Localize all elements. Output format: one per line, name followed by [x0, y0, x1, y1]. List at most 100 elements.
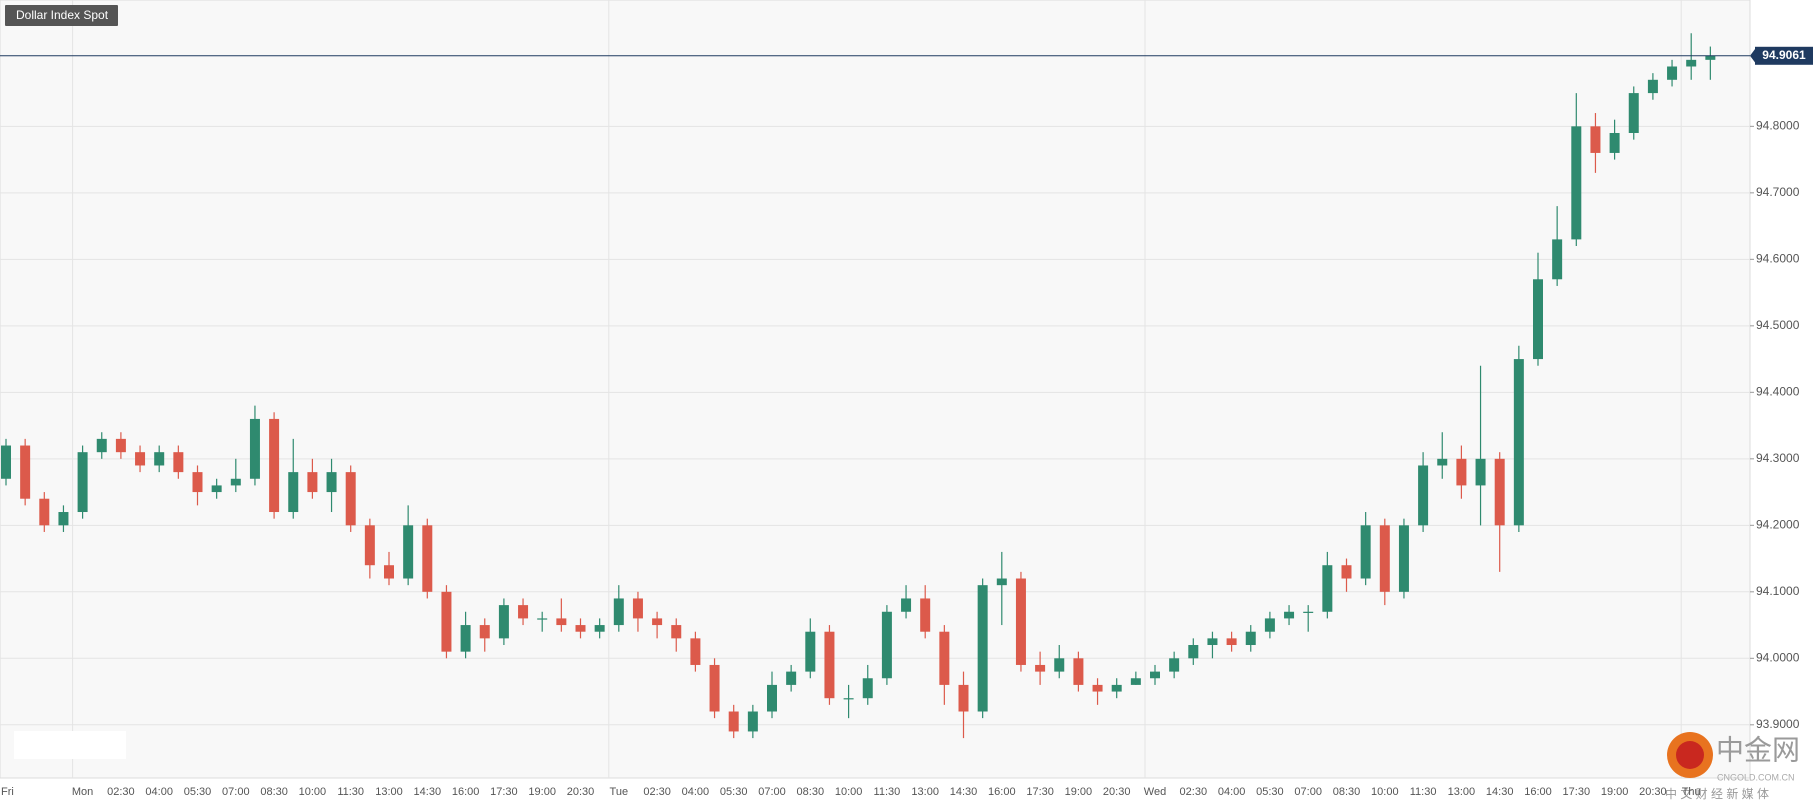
- watermark-name: 中金网: [1716, 734, 1800, 765]
- y-tick-label: 94.1000: [1756, 584, 1800, 598]
- candle-body: [39, 498, 50, 526]
- candle-body: [728, 711, 739, 732]
- x-tick-label: 07:00: [222, 786, 250, 798]
- x-tick-label: 17:30: [1563, 786, 1591, 798]
- x-tick-label: 20:30: [1639, 786, 1667, 798]
- candle-body: [192, 472, 203, 493]
- y-tick-label: 94.2000: [1756, 517, 1800, 531]
- candle-body: [269, 418, 280, 513]
- candle-body: [518, 605, 529, 619]
- y-tick-label: 94.8000: [1756, 119, 1800, 133]
- x-tick-label: 13:00: [1448, 786, 1476, 798]
- grid: [0, 0, 1750, 778]
- x-tick-label: Tue: [610, 786, 629, 798]
- candle-body: [632, 598, 643, 619]
- candle-body: [920, 598, 931, 632]
- candle-body: [977, 585, 988, 712]
- candle-body: [1552, 239, 1563, 280]
- candle-body: [805, 631, 816, 672]
- candle-body: [958, 684, 969, 712]
- x-tick-label: Wed: [1144, 786, 1166, 798]
- y-tick-label: 93.9000: [1756, 717, 1800, 731]
- x-tick-label: 19:00: [528, 786, 556, 798]
- candle-body: [1418, 465, 1429, 526]
- plot-background: [0, 0, 1751, 779]
- y-tick-label: 94.4000: [1756, 384, 1800, 398]
- candle-body: [1705, 55, 1716, 60]
- candle-body: [1150, 671, 1160, 679]
- candle-body: [58, 512, 69, 526]
- candle-body: [1437, 458, 1448, 466]
- chart-title: Dollar Index Spot: [16, 8, 109, 22]
- x-tick-label: 04:00: [1218, 786, 1246, 798]
- candle-body: [441, 591, 452, 652]
- x-tick-label: 16:00: [988, 786, 1016, 798]
- candle-body: [1092, 684, 1103, 692]
- candle-body: [1207, 638, 1218, 646]
- candle-body: [613, 598, 624, 626]
- candle-body: [384, 565, 394, 579]
- candle-body: [77, 452, 88, 513]
- candle-body: [556, 618, 567, 626]
- x-tick-label: 16:00: [1524, 786, 1552, 798]
- x-tick-label: 14:30: [950, 786, 978, 798]
- x-tick-label: 11:30: [337, 786, 364, 798]
- y-tick-label: 94.0000: [1756, 650, 1800, 664]
- x-tick-label: 05:30: [1256, 786, 1284, 798]
- candle-body: [1111, 684, 1122, 692]
- candle-body: [1303, 611, 1314, 613]
- candles: [1, 33, 1716, 739]
- last-price-label: 94.9061: [1762, 48, 1806, 62]
- x-tick-label: 10:00: [835, 786, 863, 798]
- candle-body: [364, 525, 375, 566]
- y-tick-label: 94.3000: [1756, 451, 1800, 465]
- candle-body: [345, 472, 356, 526]
- x-tick-label: Mon: [72, 786, 93, 798]
- x-tick-label: 17:30: [490, 786, 518, 798]
- title-box: [5, 5, 118, 26]
- candle-body: [1015, 578, 1026, 665]
- candle-body: [652, 618, 663, 626]
- candle-body: [1571, 126, 1582, 240]
- y-tick-label: 94.5000: [1756, 318, 1800, 332]
- candle-body: [671, 625, 682, 639]
- candle-body: [1533, 279, 1543, 360]
- candle-body: [460, 625, 471, 652]
- x-tick-label: 11:30: [874, 786, 901, 798]
- candle-body: [747, 711, 758, 732]
- candle-body: [1628, 93, 1639, 133]
- candle-body: [824, 631, 835, 699]
- candle-body: [422, 525, 433, 592]
- candle-body: [1590, 126, 1601, 153]
- candle-body: [1475, 458, 1486, 486]
- x-tick-label: 02:30: [107, 786, 135, 798]
- candle-body: [862, 678, 873, 699]
- candle-body: [1379, 525, 1390, 592]
- candle-body: [1130, 678, 1141, 685]
- candle-body: [1054, 658, 1065, 672]
- x-tick-label: 10:00: [299, 786, 327, 798]
- candle-body: [1284, 611, 1295, 619]
- candle-body: [767, 684, 777, 712]
- x-tick-label: 08:30: [797, 786, 825, 798]
- x-tick-label: Fri: [1, 786, 14, 798]
- blank-box: [14, 731, 126, 759]
- watermark-domain: CNGOLD.COM.CN: [1717, 772, 1795, 782]
- x-tick-label: 16:00: [452, 786, 480, 798]
- candle-body: [690, 638, 701, 665]
- x-tick-label: 08:30: [1333, 786, 1361, 798]
- x-tick-label: 13:00: [375, 786, 403, 798]
- candle-body: [1245, 631, 1256, 646]
- x-tick-label: 14:30: [1486, 786, 1514, 798]
- candle-body: [1, 445, 11, 479]
- x-tick-label: 02:30: [643, 786, 671, 798]
- candle-body: [1667, 66, 1678, 80]
- x-tick-label: 10:00: [1371, 786, 1399, 798]
- candle-body: [230, 478, 241, 486]
- candle-body: [96, 438, 107, 453]
- y-tick-label: 94.7000: [1756, 185, 1800, 199]
- candle-body: [1456, 458, 1467, 486]
- candle-body: [249, 418, 260, 479]
